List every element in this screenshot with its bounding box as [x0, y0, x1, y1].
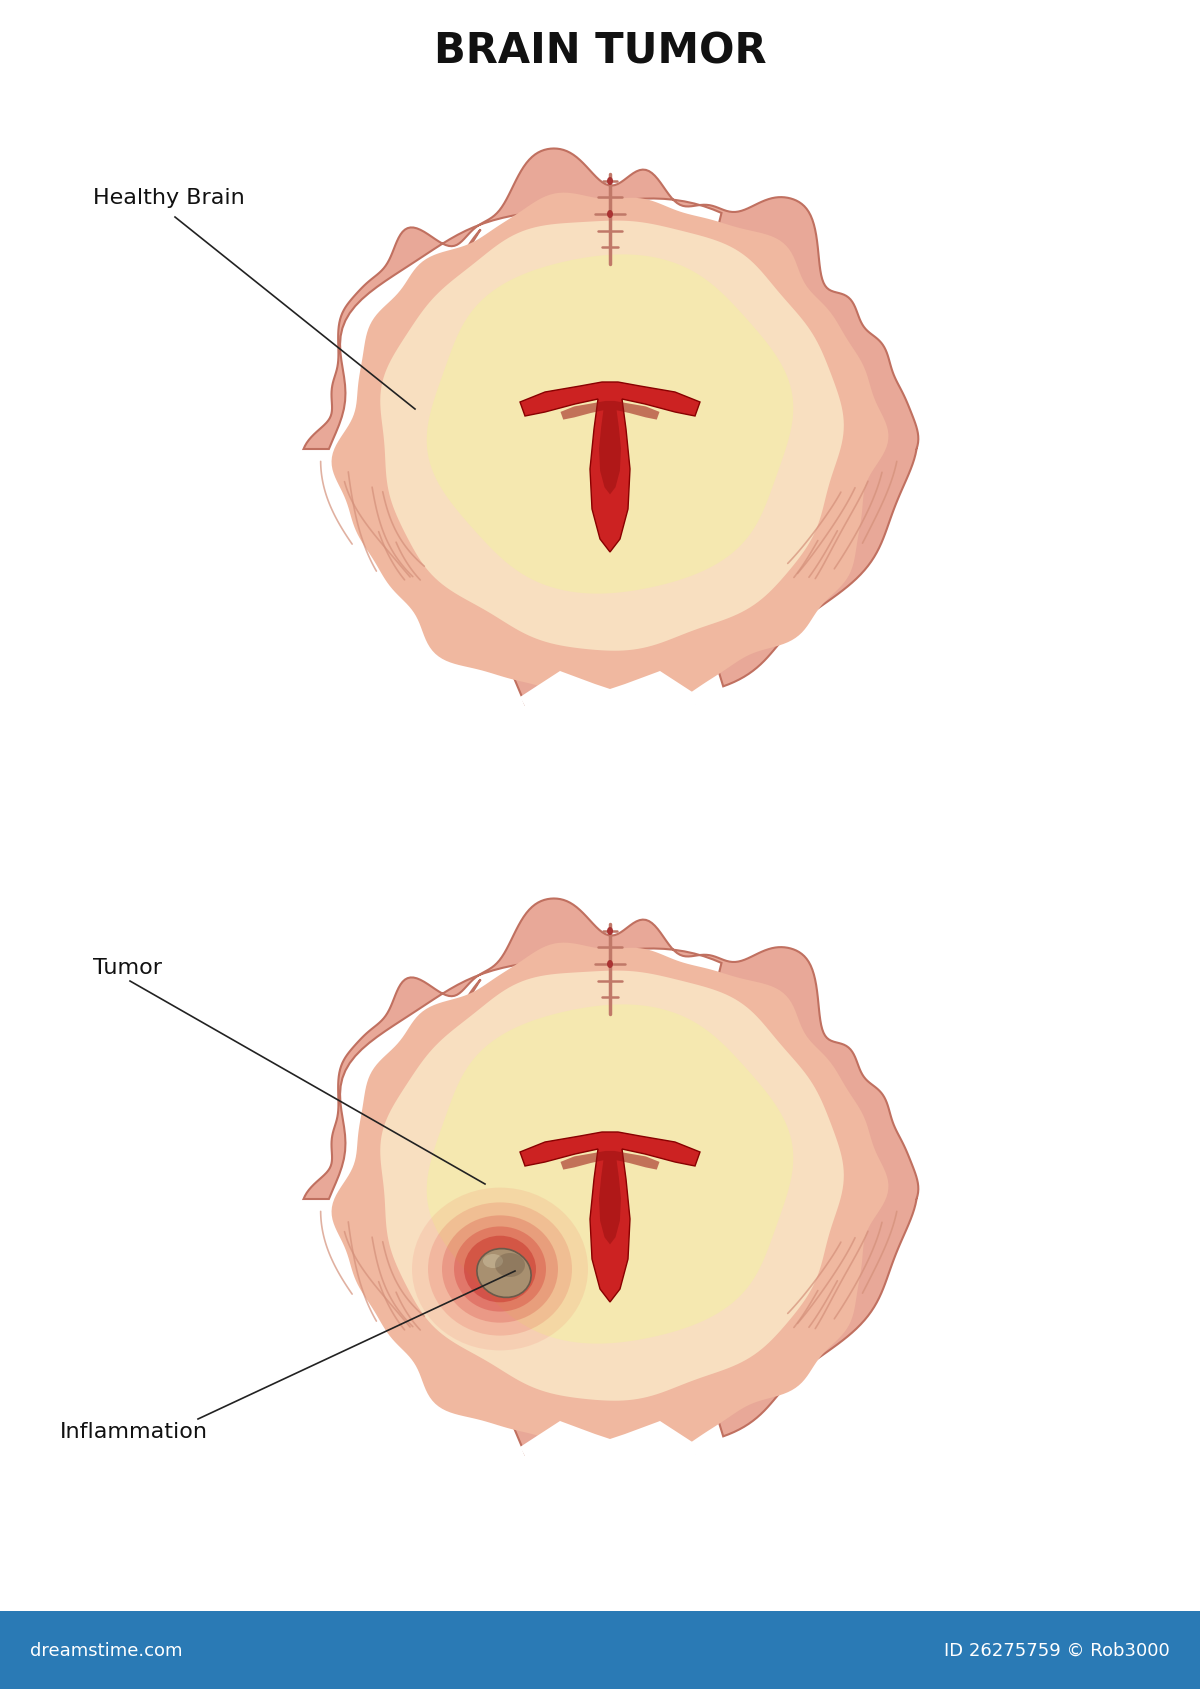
Ellipse shape: [496, 1253, 526, 1277]
Polygon shape: [520, 383, 700, 552]
Polygon shape: [520, 1420, 700, 1502]
Text: Tumor: Tumor: [94, 958, 162, 978]
Text: BRAIN TUMOR: BRAIN TUMOR: [433, 30, 767, 73]
Polygon shape: [560, 1152, 660, 1245]
Polygon shape: [331, 942, 888, 1456]
Polygon shape: [427, 255, 793, 595]
Ellipse shape: [442, 1216, 558, 1322]
Ellipse shape: [607, 177, 613, 186]
Ellipse shape: [454, 1226, 546, 1312]
Ellipse shape: [607, 927, 613, 936]
Text: Healthy Brain: Healthy Brain: [94, 187, 245, 208]
Polygon shape: [304, 149, 918, 704]
Text: Inflammation: Inflammation: [60, 1420, 208, 1441]
Bar: [0, 1611, 1200, 1689]
Polygon shape: [304, 899, 918, 1454]
Ellipse shape: [607, 961, 613, 968]
Ellipse shape: [412, 1187, 588, 1351]
Ellipse shape: [464, 1236, 536, 1302]
Polygon shape: [520, 1132, 700, 1302]
Polygon shape: [427, 1005, 793, 1344]
Polygon shape: [520, 672, 700, 752]
Polygon shape: [380, 221, 844, 652]
Ellipse shape: [607, 211, 613, 220]
Text: ID 26275759 © Rob3000: ID 26275759 © Rob3000: [944, 1642, 1170, 1659]
Polygon shape: [331, 194, 888, 706]
Ellipse shape: [428, 1203, 572, 1336]
Polygon shape: [380, 971, 844, 1400]
Ellipse shape: [482, 1255, 503, 1268]
Text: dreamstime.com: dreamstime.com: [30, 1642, 182, 1659]
Ellipse shape: [479, 1250, 521, 1289]
Polygon shape: [560, 402, 660, 495]
Ellipse shape: [476, 1248, 532, 1297]
